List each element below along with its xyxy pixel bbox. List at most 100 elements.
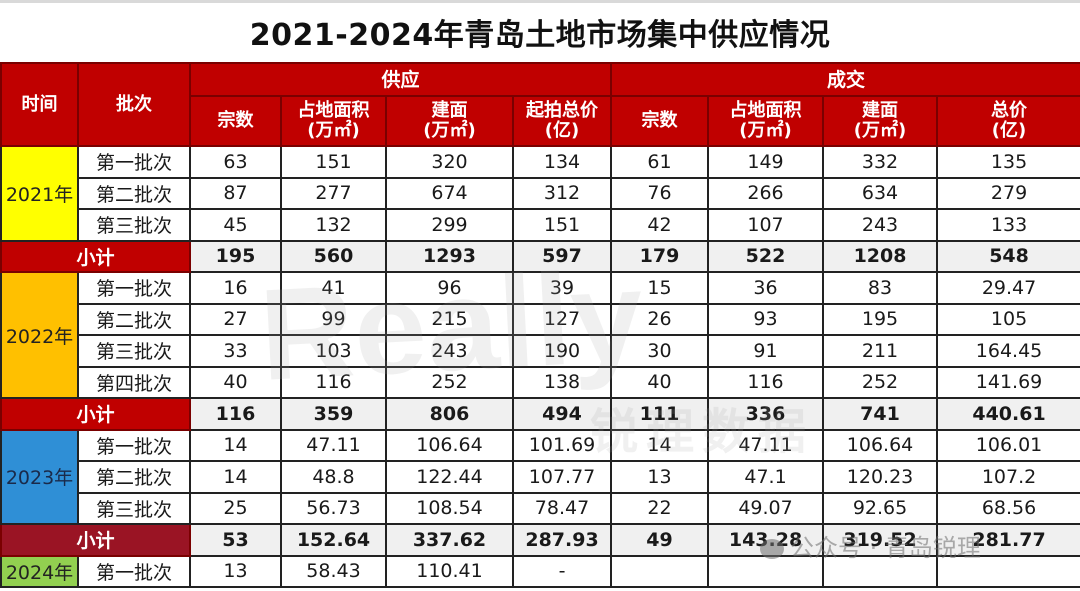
table-row: 第二批次 14 48.8 122.44 107.77 13 47.1 120.2… [1, 460, 1080, 494]
header-supply-floor-area: 建面 (万㎡) [385, 95, 514, 147]
deal-count: 42 [610, 208, 710, 242]
header-supply-start-price: 起拍总价 (亿) [511, 95, 613, 147]
subtotal-deal-count: 49 [610, 523, 710, 557]
batch-cell: 第二批次 [77, 176, 191, 210]
supply-count: 16 [189, 271, 282, 305]
deal-total-price: 29.47 [936, 271, 1080, 305]
supply-land-area: 56.73 [280, 491, 387, 525]
deal-floor-area: 83 [822, 271, 939, 305]
deal-floor-area: 92.65 [822, 491, 939, 525]
supply-floor-area: 108.54 [385, 491, 514, 525]
supply-start-price: 127 [511, 302, 613, 336]
subtotal-supply-count: 116 [189, 397, 282, 431]
header-supply-group: 供应 [188, 62, 613, 97]
table-row: 第三批次 25 56.73 108.54 78.47 22 49.07 92.6… [1, 491, 1080, 525]
supply-floor-area: 215 [385, 302, 514, 336]
deal-land-area: 116 [707, 365, 825, 399]
subtotal-supply-count: 195 [189, 239, 282, 273]
supply-start-price: 312 [511, 176, 613, 210]
deal-count: 76 [610, 176, 710, 210]
supply-count: 63 [189, 145, 282, 179]
deal-count [610, 554, 710, 588]
deal-floor-area: 243 [822, 208, 939, 242]
subtotal-label: 小计 [0, 239, 191, 273]
deal-total-price: 107.2 [936, 460, 1080, 494]
supply-land-area: 58.43 [280, 554, 387, 588]
supply-floor-area: 110.41 [385, 554, 514, 588]
header-deal-count: 宗数 [610, 95, 710, 147]
deal-total-price: 106.01 [936, 428, 1080, 462]
deal-count: 61 [610, 145, 710, 179]
subtotal-supply-floor-area: 337.62 [385, 523, 514, 557]
deal-count: 40 [610, 365, 710, 399]
batch-cell: 第三批次 [77, 334, 191, 368]
supply-land-area: 103 [280, 334, 387, 368]
deal-total-price: 133 [936, 208, 1080, 242]
deal-land-area: 49.07 [707, 491, 825, 525]
supply-land-area: 99 [280, 302, 387, 336]
batch-cell: 第一批次 [77, 145, 191, 179]
deal-floor-area: 252 [822, 365, 939, 399]
deal-count: 26 [610, 302, 710, 336]
deal-floor-area: 195 [822, 302, 939, 336]
subtotal-supply-land-area: 152.64 [280, 523, 387, 557]
subtotal-label: 小计 [0, 523, 191, 557]
table-row: 第二批次 87 277 674 312 76 266 634 279 [1, 176, 1080, 210]
supply-count: 40 [189, 365, 282, 399]
deal-floor-area [822, 554, 939, 588]
supply-count: 14 [189, 460, 282, 494]
deal-total-price [936, 554, 1080, 588]
subtotal-deal-floor-area: 741 [822, 397, 939, 431]
table-row: 第三批次 33 103 243 190 30 91 211 164.45 [1, 334, 1080, 368]
batch-cell: 第二批次 [77, 460, 191, 494]
deal-total-price: 105 [936, 302, 1080, 336]
deal-count: 14 [610, 428, 710, 462]
deal-count: 13 [610, 460, 710, 494]
supply-land-area: 277 [280, 176, 387, 210]
batch-cell: 第二批次 [77, 302, 191, 336]
supply-floor-area: 252 [385, 365, 514, 399]
subtotal-deal-floor-area: 319.52 [822, 523, 939, 557]
subtotal-deal-total-price: 281.77 [936, 523, 1080, 557]
top-border-line [0, 0, 1080, 3]
deal-floor-area: 120.23 [822, 460, 939, 494]
header-deal-group: 成交 [610, 62, 1080, 97]
deal-land-area: 149 [707, 145, 825, 179]
supply-floor-area: 122.44 [385, 460, 514, 494]
year-cell-2022: 2022年 [0, 271, 79, 399]
supply-start-price: 101.69 [511, 428, 613, 462]
batch-cell: 第一批次 [77, 554, 191, 588]
supply-floor-area: 320 [385, 145, 514, 179]
header-supply-count: 宗数 [189, 95, 282, 147]
subtotal-supply-start-price: 494 [511, 397, 613, 431]
page-title: 2021-2024年青岛土地市场集中供应情况 [249, 18, 831, 53]
supply-start-price: - [511, 554, 613, 588]
deal-land-area: 107 [707, 208, 825, 242]
supply-floor-area: 243 [385, 334, 514, 368]
subtotal-deal-floor-area: 1208 [822, 239, 939, 273]
deal-count: 15 [610, 271, 710, 305]
supply-start-price: 151 [511, 208, 613, 242]
table-row: 2022年 第一批次 16 41 96 39 15 36 83 29.47 [0, 271, 1080, 399]
deal-land-area: 266 [707, 176, 825, 210]
header-batch: 批次 [77, 62, 191, 147]
batch-cell: 第一批次 [77, 271, 191, 305]
table-row: 2024年 第一批次 13 58.43 110.41 - [0, 554, 1080, 588]
batch-cell: 第四批次 [77, 365, 191, 399]
table-row: 2023年 第一批次 14 47.11 106.64 101.69 14 47.… [0, 428, 1080, 525]
deal-floor-area: 634 [822, 176, 939, 210]
subtotal-deal-total-price: 440.61 [936, 397, 1080, 431]
header-deal-total-price: 总价 (亿) [936, 95, 1080, 147]
subtotal-row-2022: 小计 116 359 806 494 111 336 741 440.61 [0, 397, 1080, 431]
subtotal-supply-count: 53 [189, 523, 282, 557]
subtotal-supply-start-price: 287.93 [511, 523, 613, 557]
subtotal-supply-start-price: 597 [511, 239, 613, 273]
header-deal-floor-area: 建面 (万㎡) [822, 95, 939, 147]
supply-count: 33 [189, 334, 282, 368]
supply-count: 13 [189, 554, 282, 588]
deal-total-price: 164.45 [936, 334, 1080, 368]
subtotal-row-2023: 小计 53 152.64 337.62 287.93 49 143.28 319… [0, 523, 1080, 557]
year-cell-2021: 2021年 [0, 145, 79, 242]
deal-total-price: 141.69 [936, 365, 1080, 399]
supply-land-area: 132 [280, 208, 387, 242]
